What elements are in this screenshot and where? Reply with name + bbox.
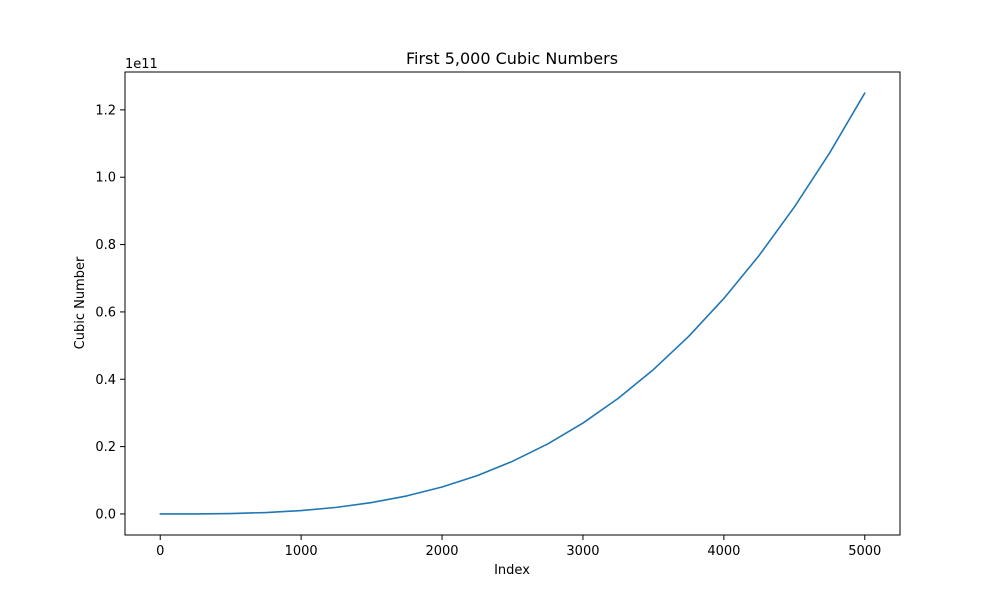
x-tick-label: 3000 bbox=[566, 544, 599, 559]
y-tick-label: 1.0 bbox=[95, 171, 116, 186]
plot-area bbox=[159, 92, 866, 515]
y-tick-label: 0.2 bbox=[95, 440, 116, 455]
x-axis-label: Index bbox=[494, 563, 530, 578]
x-tick-label: 0 bbox=[156, 544, 164, 559]
series-line bbox=[159, 92, 866, 515]
y-tick-label: 0.0 bbox=[95, 507, 116, 522]
x-tick-label: 2000 bbox=[425, 544, 458, 559]
y-axis-label: Cubic Number bbox=[73, 256, 88, 349]
x-axis: 0 1000 2000 3000 4000 5000 bbox=[156, 535, 881, 559]
y-tick-label: 1.2 bbox=[95, 103, 116, 118]
x-tick-label: 1000 bbox=[285, 544, 318, 559]
y-tick-label: 0.4 bbox=[95, 373, 116, 388]
y-tick-label: 0.8 bbox=[95, 238, 116, 253]
y-axis: 0.0 0.2 0.4 0.6 0.8 1.0 1.2 bbox=[95, 103, 125, 522]
y-offset-label: 1e11 bbox=[125, 57, 158, 72]
x-tick-label: 5000 bbox=[848, 544, 881, 559]
chart-title: First 5,000 Cubic Numbers bbox=[406, 49, 618, 68]
x-tick-label: 4000 bbox=[707, 544, 740, 559]
y-tick-label: 0.6 bbox=[95, 305, 116, 320]
plot-frame bbox=[124, 71, 901, 536]
